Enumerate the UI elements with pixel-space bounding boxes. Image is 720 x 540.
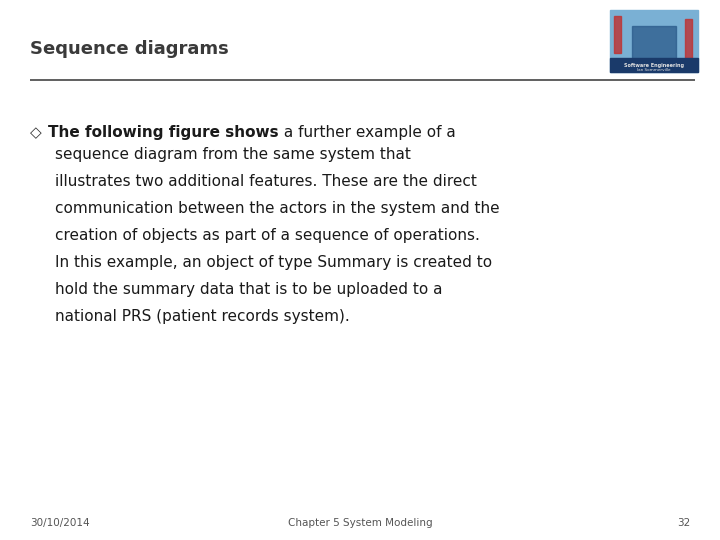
Text: The following figure shows: The following figure shows bbox=[48, 125, 279, 140]
Text: a further example of a: a further example of a bbox=[279, 125, 455, 140]
Bar bbox=[610, 10, 698, 72]
Text: national PRS (patient records system).: national PRS (patient records system). bbox=[55, 309, 350, 324]
Text: Ian Sommerville: Ian Sommerville bbox=[637, 68, 671, 71]
Text: Software Engineering: Software Engineering bbox=[624, 63, 684, 68]
Text: hold the summary data that is to be uploaded to a: hold the summary data that is to be uplo… bbox=[55, 282, 443, 297]
Text: illustrates two additional features. These are the direct: illustrates two additional features. The… bbox=[55, 174, 477, 189]
Text: In this example, an object of type Summary is created to: In this example, an object of type Summa… bbox=[55, 255, 492, 270]
Text: sequence diagram from the same system that: sequence diagram from the same system th… bbox=[55, 147, 411, 162]
Text: ◇: ◇ bbox=[30, 125, 42, 140]
Text: Sequence diagrams: Sequence diagrams bbox=[30, 40, 229, 58]
Bar bbox=[610, 58, 698, 72]
Text: 30/10/2014: 30/10/2014 bbox=[30, 518, 89, 528]
Text: Chapter 5 System Modeling: Chapter 5 System Modeling bbox=[288, 518, 432, 528]
Bar bbox=[685, 19, 692, 59]
Bar bbox=[614, 16, 621, 53]
Text: communication between the actors in the system and the: communication between the actors in the … bbox=[55, 201, 500, 216]
Text: creation of objects as part of a sequence of operations.: creation of objects as part of a sequenc… bbox=[55, 228, 480, 243]
Text: 32: 32 bbox=[677, 518, 690, 528]
Bar bbox=[632, 25, 676, 63]
